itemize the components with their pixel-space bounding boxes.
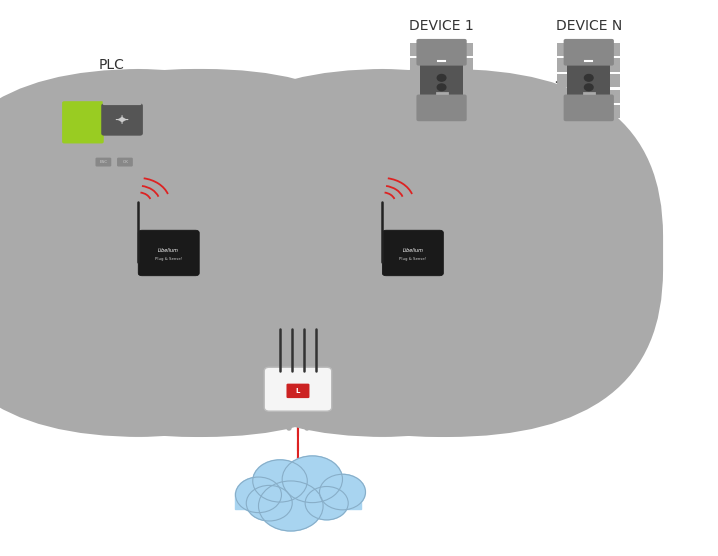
Text: Plug & Sense!: Plug & Sense!	[155, 256, 182, 261]
Bar	[557, 90, 567, 103]
FancyBboxPatch shape	[101, 103, 143, 136]
FancyBboxPatch shape	[53, 80, 169, 96]
Text: L: L	[296, 388, 300, 394]
Circle shape	[584, 75, 593, 81]
Bar	[557, 43, 567, 56]
Bar	[557, 74, 567, 87]
FancyBboxPatch shape	[286, 384, 309, 398]
Text: CLOUD: CLOUD	[269, 496, 327, 510]
Bar	[610, 90, 620, 103]
FancyBboxPatch shape	[117, 158, 133, 167]
FancyBboxPatch shape	[138, 230, 199, 276]
FancyBboxPatch shape	[416, 39, 467, 66]
Bar	[610, 58, 620, 72]
Bar	[420, 42, 463, 120]
Text: RF Link: RF Link	[266, 206, 316, 220]
Text: DEVICE 1: DEVICE 1	[409, 19, 474, 33]
Circle shape	[320, 474, 365, 510]
FancyBboxPatch shape	[223, 69, 663, 437]
FancyBboxPatch shape	[382, 230, 443, 276]
Text: ESC: ESC	[100, 160, 108, 164]
Circle shape	[437, 75, 446, 81]
Bar	[410, 58, 420, 72]
FancyBboxPatch shape	[53, 154, 169, 170]
Circle shape	[246, 485, 292, 521]
Bar	[557, 105, 567, 118]
Bar	[610, 105, 620, 118]
Circle shape	[437, 84, 446, 91]
Bar	[410, 43, 420, 56]
FancyBboxPatch shape	[0, 69, 419, 437]
Bar	[235, 492, 361, 509]
Bar	[567, 42, 610, 120]
Circle shape	[305, 486, 348, 520]
FancyBboxPatch shape	[564, 95, 614, 121]
Bar	[463, 43, 473, 56]
Text: Plug & Sense!: Plug & Sense!	[399, 256, 426, 261]
Circle shape	[258, 481, 323, 531]
Bar	[463, 58, 473, 72]
Text: Libelium: Libelium	[158, 248, 180, 252]
Bar	[557, 58, 567, 72]
FancyBboxPatch shape	[52, 78, 171, 171]
Text: PLC: PLC	[98, 58, 124, 72]
Bar	[410, 105, 420, 118]
Bar	[610, 43, 620, 56]
Bar	[463, 105, 473, 118]
FancyBboxPatch shape	[103, 96, 141, 105]
FancyBboxPatch shape	[416, 95, 467, 121]
Text: DEVICE N: DEVICE N	[556, 19, 622, 33]
Circle shape	[282, 456, 342, 503]
FancyBboxPatch shape	[0, 69, 349, 437]
Bar	[410, 74, 420, 87]
FancyBboxPatch shape	[62, 101, 103, 143]
Bar	[463, 90, 473, 103]
FancyBboxPatch shape	[564, 39, 614, 66]
Text: BUS: BUS	[355, 143, 384, 157]
Circle shape	[584, 84, 593, 91]
Text: BUS: BUS	[212, 160, 241, 173]
Circle shape	[253, 460, 307, 502]
Text: . . . . . . . . . . . . . .: . . . . . . . . . . . . . .	[436, 75, 595, 85]
FancyBboxPatch shape	[264, 368, 332, 411]
Bar	[610, 74, 620, 87]
Bar	[410, 90, 420, 103]
Text: Libelium: Libelium	[402, 248, 424, 252]
FancyBboxPatch shape	[95, 158, 111, 167]
FancyBboxPatch shape	[171, 69, 593, 437]
Bar	[463, 74, 473, 87]
Circle shape	[236, 477, 281, 513]
Text: OK: OK	[123, 160, 129, 164]
